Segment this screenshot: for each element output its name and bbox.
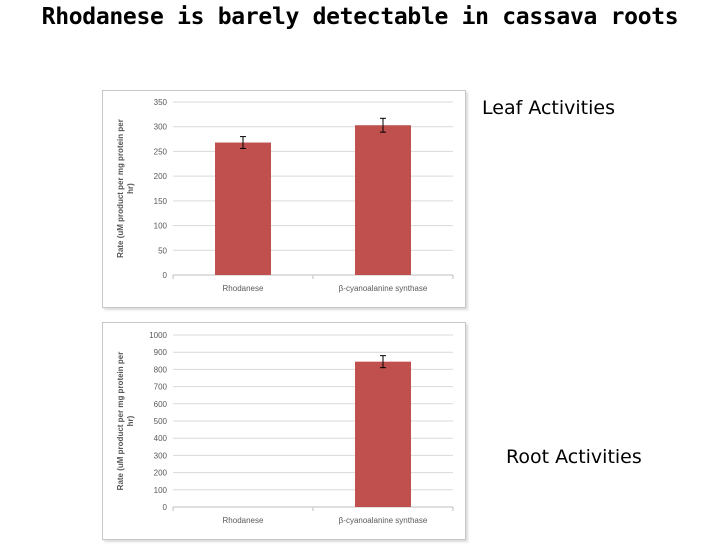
y-tick-label: 0 [163,271,168,280]
y-tick-label: 200 [154,469,168,478]
y-axis-title: Rate (uM product per mg protein per [116,352,125,491]
root-activities-chart: 0 100 200 300 400 500 600 700 800 900 1000 Rhodanes… [116,331,454,525]
y-tick-label: 300 [154,451,168,460]
y-axis-title-line2: hr) [126,183,135,194]
y-tick-label: 1000 [149,331,167,340]
y-tick-label: 100 [154,222,168,231]
y-tick-label: 400 [154,434,168,443]
y-tick-label: 150 [154,197,168,206]
y-tick-label: 250 [154,147,168,156]
y-tick-label: 350 [154,98,168,107]
x-category-label: Rhodanese [223,516,264,525]
y-tick-label: 800 [154,365,168,374]
bar [355,361,411,507]
x-category-label: β-cyanoalanine synthase [339,516,428,525]
leaf-chart-panel: 0 50 100 150 200 250 300 350 Rhodanese β-cyanoala… [102,90,466,308]
y-tick-label: 50 [158,246,167,255]
x-category-label: β-cyanoalanine synthase [339,284,428,293]
root-chart-panel: 0 100 200 300 400 500 600 700 800 900 1000 Rhodanes… [102,322,466,540]
y-tick-label: 600 [154,400,168,409]
bar [215,142,271,275]
x-category-label: Rhodanese [223,284,264,293]
y-tick-label: 200 [154,172,168,181]
slide-title: Rhodanese is barely detectable in cassav… [41,4,679,30]
leaf-activities-chart: 0 50 100 150 200 250 300 350 Rhodanese β-cyanoala… [116,98,454,293]
y-tick-label: 100 [154,486,168,495]
y-tick-label: 500 [154,417,168,426]
y-tick-label: 0 [163,503,168,512]
root-activities-label: Root Activities [506,446,642,468]
y-axis-title: Rate (uM product per mg protein per [116,119,125,258]
leaf-activities-label: Leaf Activities [482,97,615,119]
y-tick-label: 900 [154,348,168,357]
y-axis-title-line2: hr) [126,415,135,426]
bar [355,125,411,275]
y-tick-label: 700 [154,383,168,392]
y-tick-label: 300 [154,123,168,132]
